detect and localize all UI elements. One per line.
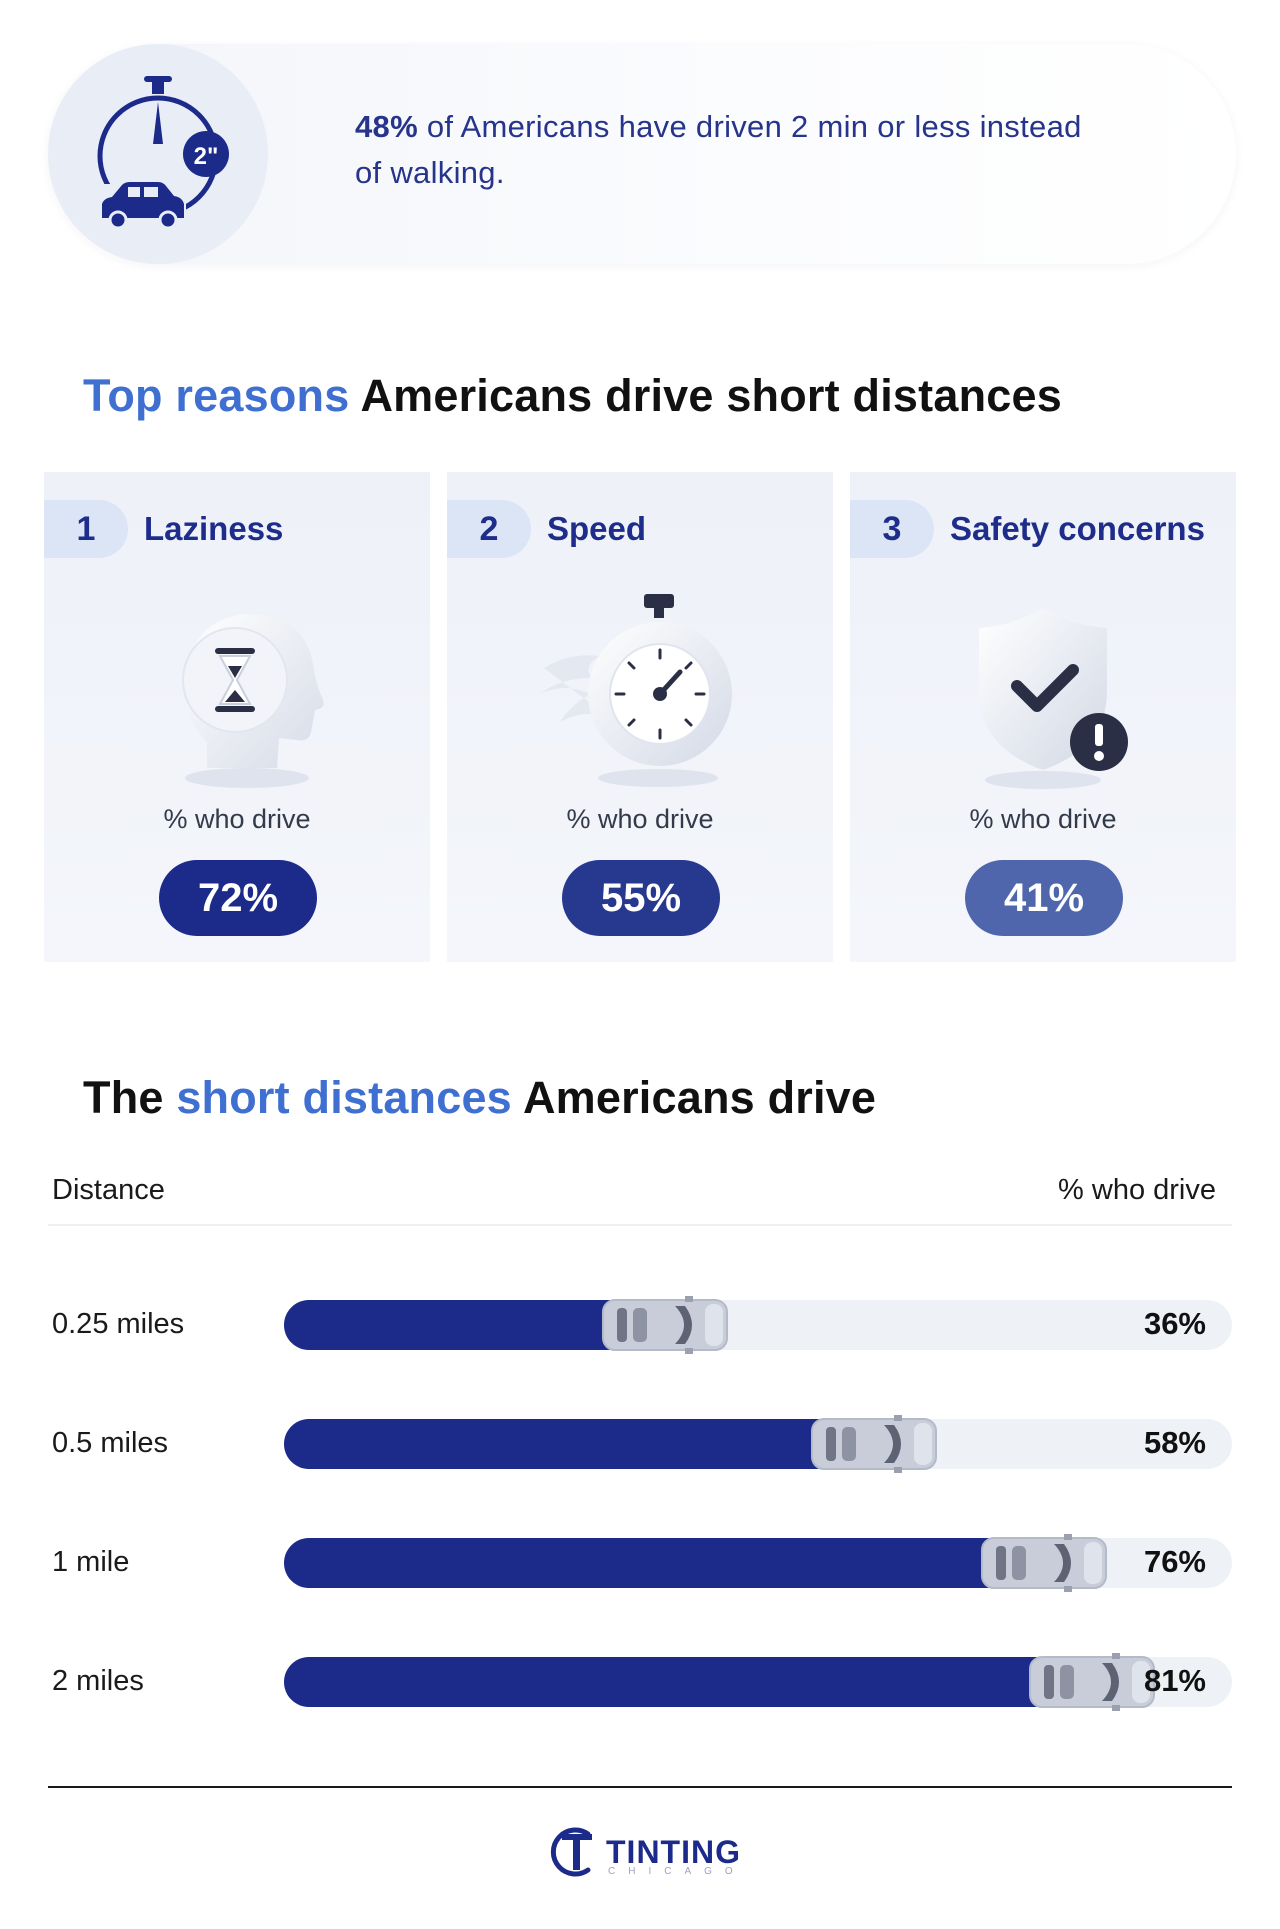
reasons-title-accent: Top reasons <box>83 370 350 421</box>
distances-title-rest: Americans drive <box>511 1072 877 1123</box>
who-drive-label: % who drive <box>163 804 311 834</box>
distances-title-pre: The <box>83 1072 177 1123</box>
who-drive-label: % who drive <box>969 804 1117 834</box>
footer-divider <box>48 1786 1232 1788</box>
hourglass-head-icon <box>182 613 324 788</box>
distance-label: 1 mile <box>52 1546 130 1578</box>
stat-callout: 2" 48% of Americans have driven 2 min or… <box>48 44 1236 264</box>
header-who-drive: % who drive <box>1058 1174 1216 1206</box>
distance-label: 2 miles <box>52 1665 144 1697</box>
timer-car-icon: 2" <box>48 44 268 264</box>
bar-fill <box>284 1419 834 1469</box>
rank-badge: 1 <box>44 500 128 558</box>
reason-card-laziness: 1 Laziness % who drive 72% <box>44 472 430 962</box>
distances-title: The short distances Americans drive <box>83 1072 876 1124</box>
shield-check-icon <box>979 608 1128 789</box>
reasons-title: Top reasons Americans drive short distan… <box>83 370 1062 422</box>
logo-text: TINTING <box>606 1834 741 1870</box>
reason-percent-pill: 55% <box>562 860 720 936</box>
header-divider <box>48 1224 1232 1226</box>
bar-value-label: 58% <box>1143 1425 1206 1460</box>
car-icon <box>1028 1651 1158 1718</box>
bar-value-label: 76% <box>1143 1544 1206 1579</box>
callout-body: of Americans have driven 2 min or less i… <box>355 109 1082 190</box>
rank-badge: 2 <box>447 500 531 558</box>
who-drive-label: % who drive <box>566 804 714 834</box>
distance-label: 0.5 miles <box>52 1427 169 1459</box>
car-icon <box>980 1532 1110 1599</box>
rank-badge: 3 <box>850 500 934 558</box>
tinting-logo-icon <box>550 1827 592 1877</box>
callout-text: 48% of Americans have driven 2 min or le… <box>355 104 1115 196</box>
car-icon <box>601 1294 731 1361</box>
bar-fill <box>284 1538 1005 1588</box>
distance-label: 0.25 miles <box>52 1308 185 1340</box>
reason-name: Speed <box>547 510 647 547</box>
reason-name: Laziness <box>144 510 284 547</box>
reason-name: Safety concerns <box>950 510 1205 547</box>
callout-stat: 48% <box>355 109 418 144</box>
bar-fill <box>284 1300 626 1350</box>
bar-value-label: 81% <box>1143 1663 1206 1698</box>
car-icon <box>810 1413 940 1480</box>
bar-fill <box>284 1657 1052 1707</box>
reason-card-safety: 3 Safety concerns % who drive 41% <box>850 472 1236 962</box>
header-distance: Distance <box>52 1174 165 1206</box>
bar-value-label: 36% <box>1143 1306 1206 1341</box>
reason-card-speed: 2 Speed % who drive 55% <box>447 472 833 962</box>
logo-subtext: CHICAGO <box>608 1866 746 1877</box>
reasons-title-rest: Americans drive short distances <box>349 370 1062 421</box>
reason-percent-pill: 72% <box>159 860 317 936</box>
distances-title-accent: short distances <box>176 1072 512 1123</box>
stopwatch-icon <box>540 594 732 787</box>
timer-badge-text: 2" <box>194 143 219 170</box>
reason-percent-pill: 41% <box>965 860 1123 936</box>
